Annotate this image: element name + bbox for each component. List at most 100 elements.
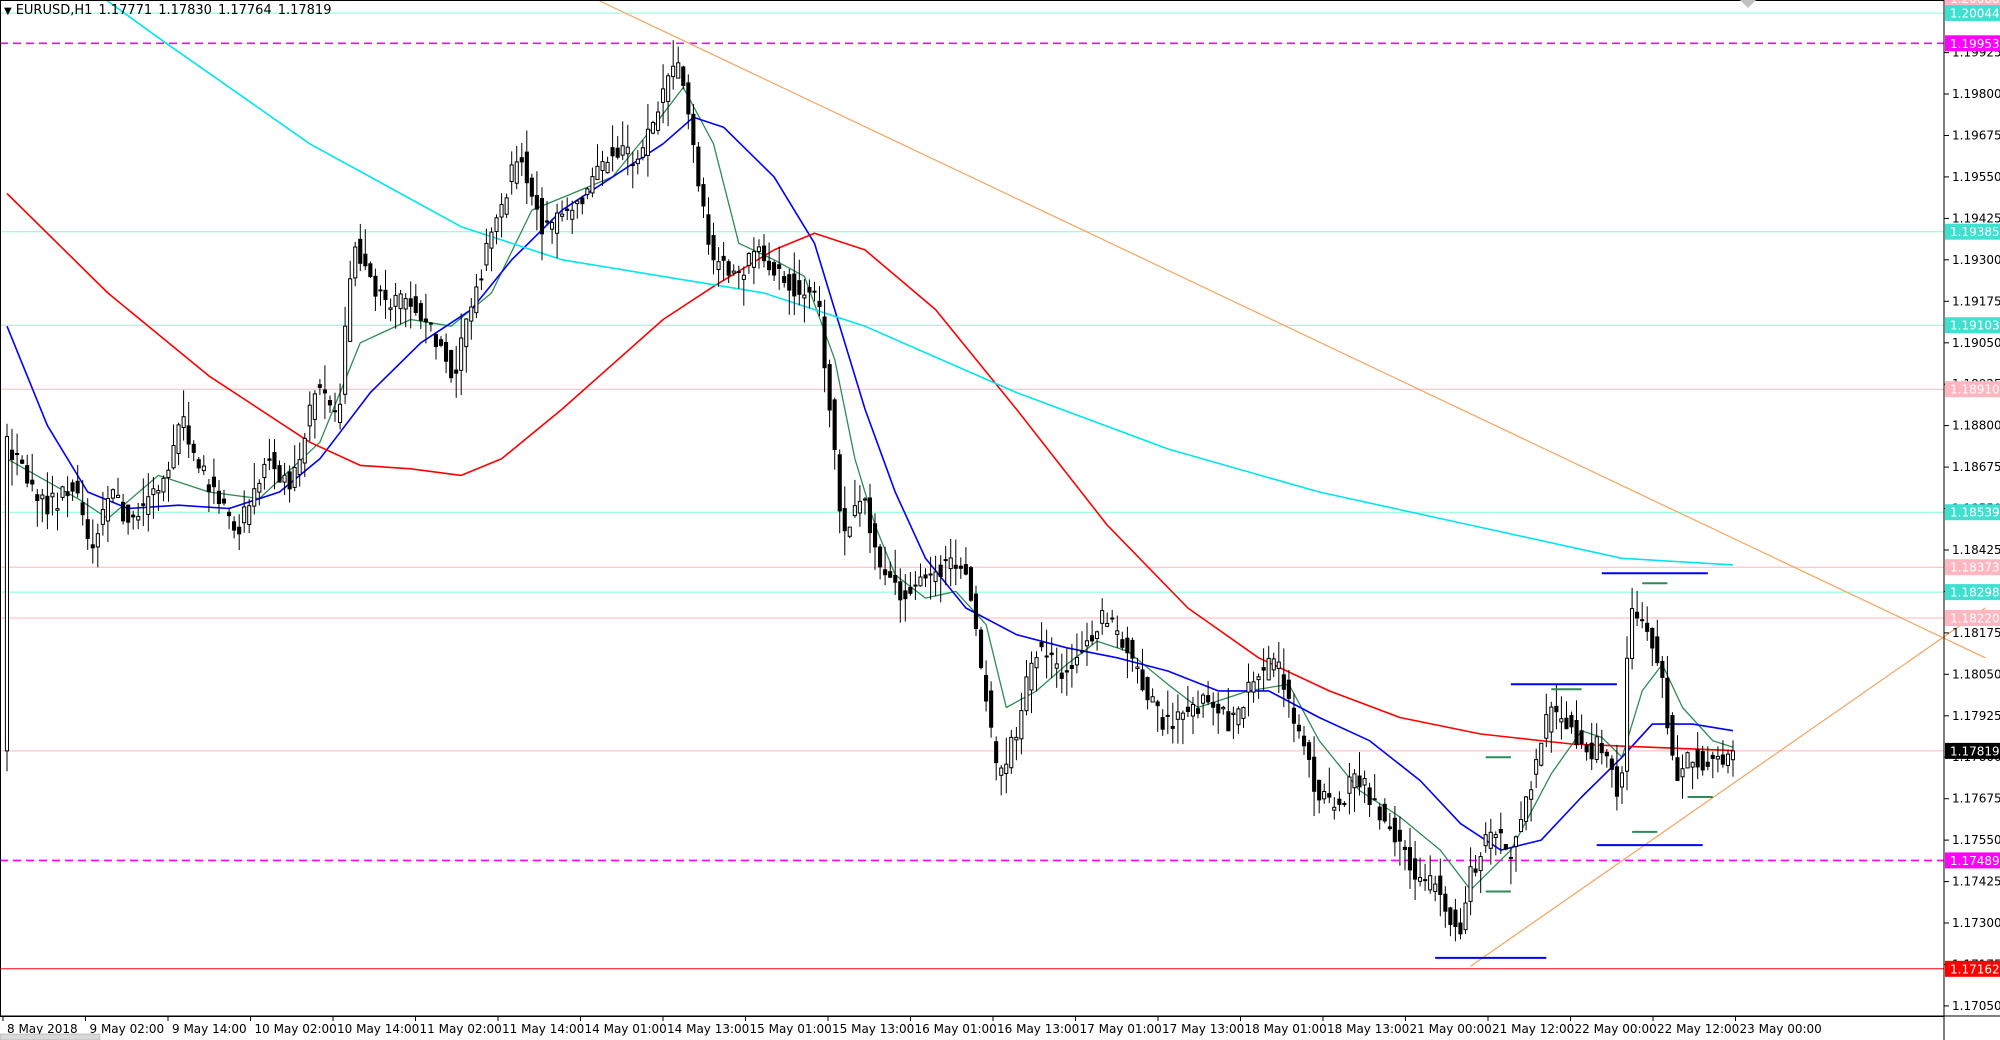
candle-bear bbox=[953, 564, 958, 569]
candle-bear bbox=[267, 458, 272, 461]
candle-bull bbox=[489, 231, 494, 249]
candle-bear bbox=[989, 690, 994, 728]
candle-bull bbox=[741, 274, 746, 280]
chart-header: ▼ EURUSD,H1 1.17771 1.17830 1.17764 1.17819 bbox=[4, 3, 337, 18]
candle-bear bbox=[1069, 665, 1074, 669]
candle-bear bbox=[943, 559, 948, 562]
candle-bull bbox=[201, 465, 206, 472]
candle-bull bbox=[100, 509, 105, 525]
candle-bull bbox=[1559, 718, 1564, 723]
price-label-box bbox=[1945, 317, 2000, 334]
candle-bear bbox=[1079, 650, 1085, 653]
candle-bull bbox=[176, 424, 181, 454]
candle-bull bbox=[1539, 742, 1544, 766]
candle-bear bbox=[30, 479, 35, 485]
candle-bull bbox=[933, 571, 938, 583]
candle-bull bbox=[95, 533, 100, 548]
candle-bear bbox=[792, 273, 797, 297]
price-label-box bbox=[1945, 35, 2000, 52]
price-label-text: 1.17162 bbox=[1950, 962, 2000, 976]
candle-bear bbox=[1327, 793, 1332, 798]
moving-average-ma_slow bbox=[6, 192, 1734, 752]
price-label-text: 1.20044 bbox=[1950, 7, 2000, 21]
candle-bear bbox=[968, 567, 974, 601]
candle-bear bbox=[1705, 761, 1710, 767]
price-label-cyan: 1.19103 bbox=[1945, 317, 2000, 334]
candle-bear bbox=[1059, 672, 1064, 679]
price-label-box bbox=[1945, 584, 2000, 601]
price-label-text: 1.19385 bbox=[1950, 225, 2000, 239]
candle-bear bbox=[832, 399, 837, 450]
candle-bull bbox=[403, 298, 408, 310]
candle-bull bbox=[1725, 753, 1731, 766]
price-label-box bbox=[1945, 5, 2000, 22]
price-label-text: 1.18298 bbox=[1950, 586, 2000, 600]
candle-bull bbox=[544, 220, 550, 223]
candle-bull bbox=[166, 469, 171, 479]
candle-bear bbox=[1443, 893, 1448, 912]
price-label-red: 1.17162 bbox=[1945, 960, 2000, 977]
price-tick-label: 1.19175 bbox=[1952, 294, 2000, 308]
candle-bull bbox=[1271, 658, 1276, 671]
candle-bull bbox=[469, 306, 474, 322]
candle-bear bbox=[1554, 705, 1559, 713]
candle-bull bbox=[1630, 608, 1635, 659]
price-tick-label: 1.17300 bbox=[1952, 916, 2000, 930]
candle-bull bbox=[746, 253, 751, 266]
candle-bull bbox=[479, 278, 484, 281]
candle-bull bbox=[1513, 836, 1519, 847]
candle-bull bbox=[756, 246, 762, 252]
candle-bear bbox=[1110, 617, 1115, 620]
candle-bull bbox=[348, 278, 353, 342]
candle-bull bbox=[50, 492, 55, 498]
candle-bear bbox=[1599, 743, 1604, 754]
candle-bull bbox=[1165, 714, 1170, 717]
price-axis[interactable]: 1.199251.198001.196751.195501.194251.193… bbox=[1944, 0, 2000, 1013]
candle-bull bbox=[514, 161, 519, 184]
candle-bear bbox=[1090, 635, 1095, 642]
candle-bear bbox=[827, 364, 832, 411]
candle-bear bbox=[1125, 637, 1130, 654]
price-tick-label: 1.19300 bbox=[1952, 253, 2000, 267]
candle-bear bbox=[1185, 706, 1191, 713]
time-tick-label: 11 May 14:00 bbox=[502, 1022, 584, 1036]
candle-bull bbox=[1478, 856, 1483, 872]
candle-bear bbox=[923, 574, 928, 579]
candle-bear bbox=[1312, 756, 1317, 792]
close-value: 1.17819 bbox=[277, 3, 332, 18]
candle-bear bbox=[706, 214, 711, 245]
price-label-box bbox=[1945, 610, 2000, 626]
candle-bull bbox=[1034, 657, 1039, 669]
candle-bear bbox=[232, 521, 237, 531]
candle-bear bbox=[721, 255, 726, 261]
candle-bull bbox=[731, 270, 736, 274]
triangle-down-icon[interactable]: ▼ bbox=[4, 6, 12, 17]
trendline bbox=[1470, 607, 1986, 967]
candle-bear bbox=[227, 511, 232, 517]
time-axis[interactable]: 8 May 2018 9 May 02:00 9 May 14:00 10 May 0… bbox=[0, 1016, 1822, 1040]
candle-bear bbox=[1720, 754, 1725, 765]
time-tick-label: 9 May 14:00 bbox=[172, 1022, 247, 1036]
candle-bear bbox=[206, 484, 211, 493]
price-tick-label: 1.18175 bbox=[1952, 626, 2000, 640]
candle-bear bbox=[726, 261, 731, 276]
price-tick-label: 1.19800 bbox=[1952, 87, 2000, 101]
candle-bear bbox=[1413, 858, 1418, 880]
candle-bear bbox=[842, 508, 847, 532]
candle-bear bbox=[1281, 674, 1286, 690]
candle-bear bbox=[363, 253, 368, 267]
candle-bull bbox=[1619, 772, 1625, 788]
price-tick-label: 1.17550 bbox=[1952, 833, 2000, 847]
candle-bull bbox=[1332, 806, 1337, 811]
candle-bear bbox=[867, 497, 873, 534]
candle-bull bbox=[847, 526, 852, 537]
candle-bear bbox=[287, 471, 292, 490]
candle-bull bbox=[1519, 819, 1524, 833]
candle-bull bbox=[388, 307, 393, 310]
candle-bull bbox=[1493, 834, 1498, 838]
price-label-text: 1.20088 bbox=[1950, 0, 2000, 6]
price-tick-label: 1.18050 bbox=[1952, 667, 2000, 681]
candle-bear bbox=[454, 369, 459, 374]
candle-bull bbox=[282, 474, 287, 483]
